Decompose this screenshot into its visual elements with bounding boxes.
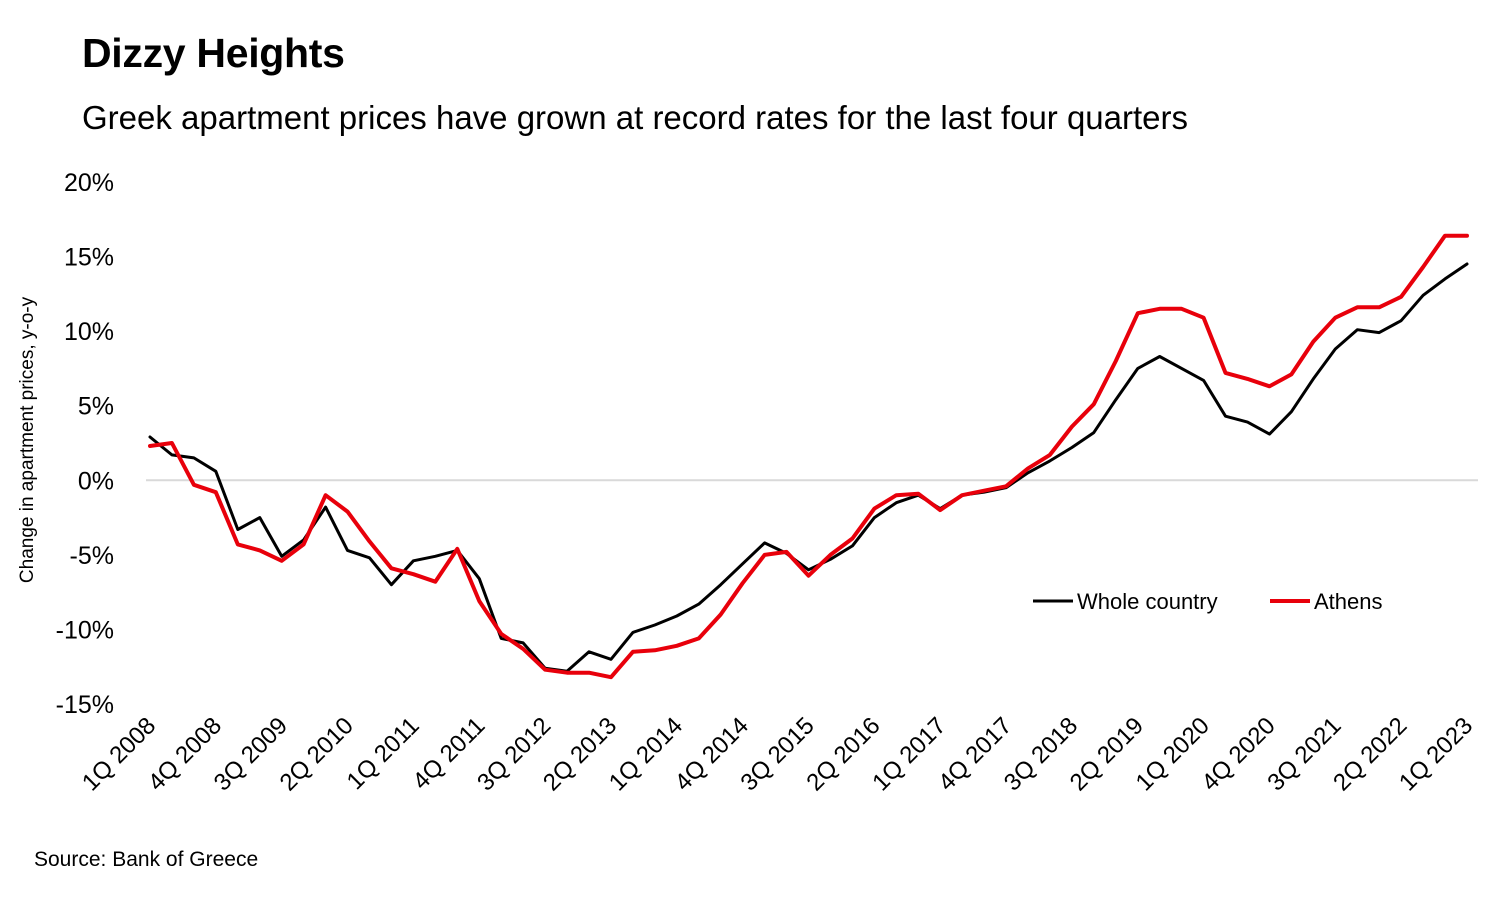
legend-label-whole-country: Whole country xyxy=(1077,589,1218,614)
legend-label-athens: Athens xyxy=(1314,589,1383,614)
x-tick-label: 1Q 2011 xyxy=(342,712,425,795)
legend: Whole country Athens xyxy=(1033,589,1383,614)
series-lines xyxy=(148,233,1469,680)
y-tick-label: 5% xyxy=(78,393,114,421)
y-tick-label: 10% xyxy=(64,318,114,346)
y-tick-label: 0% xyxy=(78,467,114,495)
series-line-whole-country xyxy=(148,262,1469,673)
y-tick-label: -15% xyxy=(56,691,114,719)
chart-subtitle: Greek apartment prices have grown at rec… xyxy=(82,99,1189,136)
series-line-athens xyxy=(148,233,1469,680)
y-tick-label: 15% xyxy=(64,244,114,272)
y-tick-label: 20% xyxy=(64,169,114,197)
y-axis-label: Change in apartment prices, y-o-y xyxy=(17,296,38,583)
source-note: Source: Bank of Greece xyxy=(34,848,259,871)
y-axis-ticks: -15% -10% -5% 0% 5% 10% 15% 20% xyxy=(56,169,114,719)
x-tick-label: 2Q 2010 xyxy=(275,712,359,796)
chart-title: Dizzy Heights xyxy=(82,30,345,76)
y-tick-label: -5% xyxy=(70,542,114,570)
x-tick-label: 1Q 2023 xyxy=(1394,712,1478,796)
y-tick-label: -10% xyxy=(56,616,114,644)
